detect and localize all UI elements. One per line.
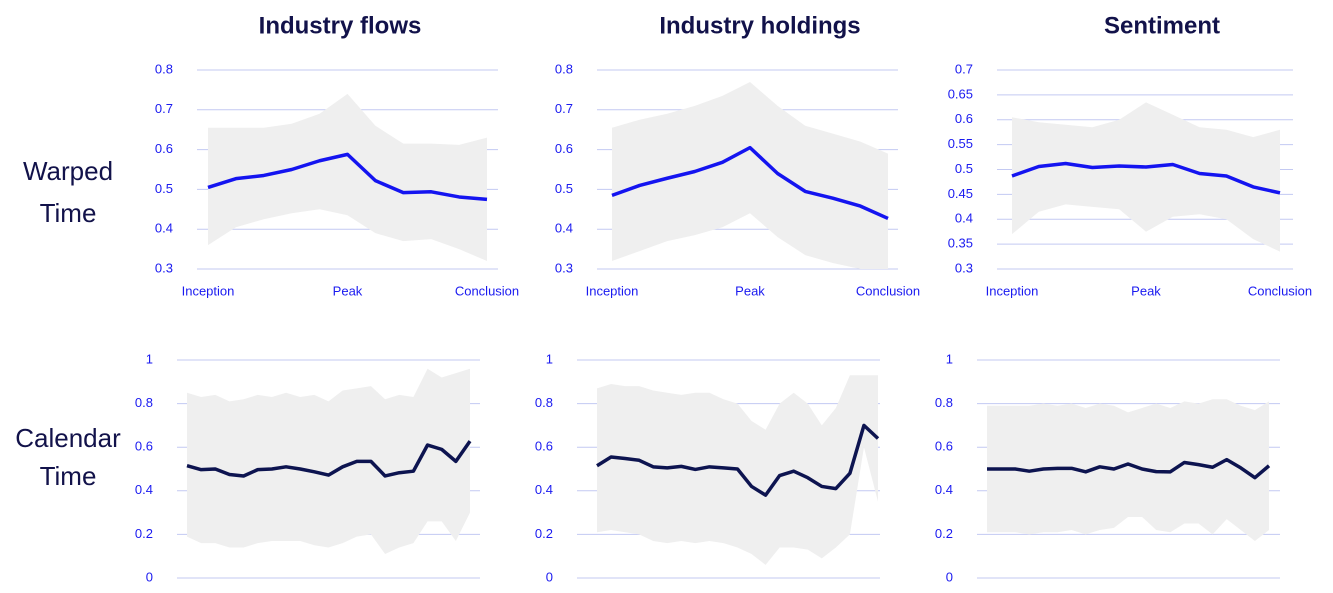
y-tick-label: 0.8 [535,395,553,410]
x-tick-label: Conclusion [1248,283,1312,298]
y-tick-label: 0.5 [955,161,973,176]
y-tick-label: 0.4 [535,482,553,497]
x-tick-label: Inception [586,283,639,298]
y-tick-label: 0.2 [135,526,153,541]
y-tick-label: 0.65 [948,86,973,101]
y-tick-label: 0 [146,569,153,584]
y-tick-label: 0.3 [155,260,173,275]
range-band [987,399,1269,541]
row-label-line: Calendar [15,423,121,453]
row-label: Calendar Time [15,423,121,491]
chart-title: Industry holdings [659,12,860,39]
y-tick-label: 0.6 [555,141,573,156]
y-tick-label: 0.2 [535,526,553,541]
range-band [1012,102,1280,252]
x-tick-label: Inception [182,283,235,298]
y-tick-label: 0.4 [155,221,173,236]
y-tick-label: 0.6 [155,141,173,156]
y-tick-label: 0.4 [955,211,973,226]
y-tick-label: 0.3 [555,260,573,275]
y-tick-label: 0 [946,569,953,584]
y-tick-label: 1 [946,351,953,366]
x-tick-label: Conclusion [856,283,920,298]
range-band [208,93,487,262]
y-tick-label: 0.6 [135,439,153,454]
y-tick-label: 0.8 [155,61,173,76]
y-tick-label: 0.7 [555,101,573,116]
y-tick-label: 0.35 [948,236,973,251]
row-label-line: Warped [23,156,113,186]
mean-line [186,440,472,478]
mean-line [1011,161,1281,195]
y-tick-label: 0.6 [955,111,973,126]
x-tick-label: Peak [735,283,765,298]
x-tick-label: Inception [986,283,1039,298]
y-tick-label: 0.4 [135,482,153,497]
y-tick-label: 0.6 [535,439,553,454]
x-tick-label: Peak [1131,283,1161,298]
row-label: Warped Time [23,156,113,228]
mean-line [596,423,880,497]
y-tick-label: 0.2 [935,526,953,541]
range-band [187,368,470,555]
y-tick-label: 0.5 [555,181,573,196]
range-band [612,81,888,269]
y-tick-label: 0.4 [935,482,953,497]
chart-title: Sentiment [1104,12,1220,39]
y-tick-label: 0 [546,569,553,584]
y-tick-label: 0.3 [955,260,973,275]
mean-line [611,145,889,221]
chart-title: Industry flows [259,12,422,39]
y-tick-label: 1 [146,351,153,366]
y-tick-label: 0.55 [948,136,973,151]
row-label-line: Time [40,461,97,491]
y-tick-label: 1 [546,351,553,366]
y-tick-label: 0.7 [155,101,173,116]
row-label-line: Time [40,198,97,228]
y-tick-label: 0.5 [155,181,173,196]
x-tick-label: Peak [333,283,363,298]
y-tick-label: 0.8 [135,395,153,410]
mean-line [987,457,1271,480]
y-tick-label: 0.45 [948,186,973,201]
y-tick-label: 0.8 [935,395,953,410]
y-tick-label: 0.7 [955,61,973,76]
x-tick-label: Conclusion [455,283,519,298]
y-tick-label: 0.6 [935,439,953,454]
y-tick-label: 0.8 [555,61,573,76]
y-tick-label: 0.4 [555,221,573,236]
mean-line [207,152,488,202]
